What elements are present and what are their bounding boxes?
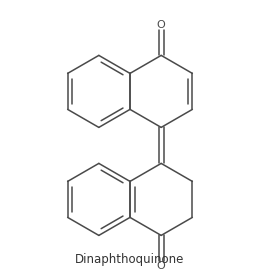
Text: Dinaphthoquinone: Dinaphthoquinone [75, 253, 185, 266]
Text: O: O [157, 261, 166, 271]
Text: O: O [157, 20, 166, 30]
